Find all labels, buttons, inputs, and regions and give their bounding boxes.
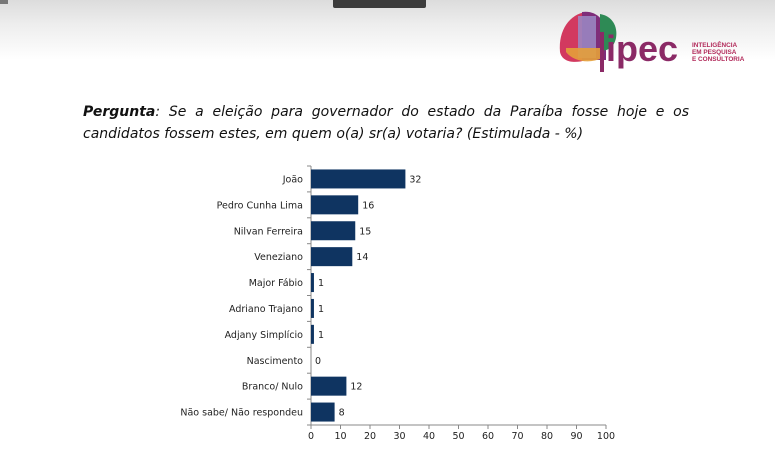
x-tick-label: 20 bbox=[364, 431, 376, 442]
value-label: 1 bbox=[318, 278, 324, 289]
bar bbox=[311, 247, 353, 267]
bar bbox=[311, 402, 335, 422]
value-label: 12 bbox=[350, 382, 362, 393]
category-label: Branco/ Nulo bbox=[242, 382, 303, 393]
question-text: : Se a eleição para governador do estado… bbox=[83, 104, 689, 142]
bar bbox=[311, 169, 406, 189]
bar bbox=[311, 195, 359, 215]
ipec-logo-icon bbox=[559, 11, 617, 72]
bar bbox=[311, 273, 314, 293]
category-label: João bbox=[282, 174, 303, 185]
x-tick-label: 60 bbox=[482, 431, 494, 442]
category-label: Nascimento bbox=[247, 356, 304, 367]
category-label: Adjany Simplício bbox=[225, 330, 304, 341]
x-tick-label: 70 bbox=[511, 431, 523, 442]
logo-wordmark: ipec bbox=[606, 28, 679, 69]
top-toolbar-tab[interactable] bbox=[333, 0, 426, 8]
value-label: 16 bbox=[362, 200, 374, 211]
x-tick-label: 30 bbox=[393, 431, 405, 442]
logo-tagline-line: E CONSULTORIA bbox=[692, 56, 745, 63]
x-tick-label: 40 bbox=[423, 431, 435, 442]
logo-tagline: INTELIGÊNCIA EM PESQUISA E CONSULTORIA bbox=[692, 42, 744, 63]
value-label: 8 bbox=[339, 408, 345, 419]
category-label: Veneziano bbox=[254, 252, 303, 263]
bar bbox=[311, 298, 314, 318]
category-label: Não sabe/ Não respondeu bbox=[180, 408, 303, 419]
x-tick-label: 0 bbox=[308, 431, 314, 442]
window-corner-mark bbox=[0, 0, 8, 4]
category-label: Pedro Cunha Lima bbox=[217, 200, 303, 211]
top-shade bbox=[0, 0, 775, 60]
bar bbox=[311, 376, 347, 396]
x-tick-label: 100 bbox=[597, 431, 615, 442]
value-label: 1 bbox=[318, 304, 324, 315]
question-label: Pergunta bbox=[83, 104, 156, 120]
x-tick-label: 50 bbox=[452, 431, 464, 442]
logo-tagline-line: EM PESQUISA bbox=[692, 49, 737, 56]
logo-tagline-line: INTELIGÊNCIA bbox=[692, 42, 738, 49]
value-label: 32 bbox=[409, 174, 421, 185]
category-label: Adriano Trajano bbox=[229, 304, 303, 315]
category-label: Nilvan Ferreira bbox=[234, 226, 303, 237]
value-label: 15 bbox=[359, 226, 371, 237]
bar bbox=[311, 221, 356, 241]
value-label: 14 bbox=[356, 252, 368, 263]
x-tick-label: 90 bbox=[570, 431, 582, 442]
x-tick-label: 80 bbox=[541, 431, 553, 442]
survey-question: Pergunta: Se a eleição para governador d… bbox=[83, 101, 689, 145]
value-label: 1 bbox=[318, 330, 324, 341]
x-tick-label: 10 bbox=[334, 431, 346, 442]
bar bbox=[311, 324, 314, 344]
value-label: 0 bbox=[315, 356, 321, 367]
category-label: Major Fábio bbox=[249, 278, 303, 289]
